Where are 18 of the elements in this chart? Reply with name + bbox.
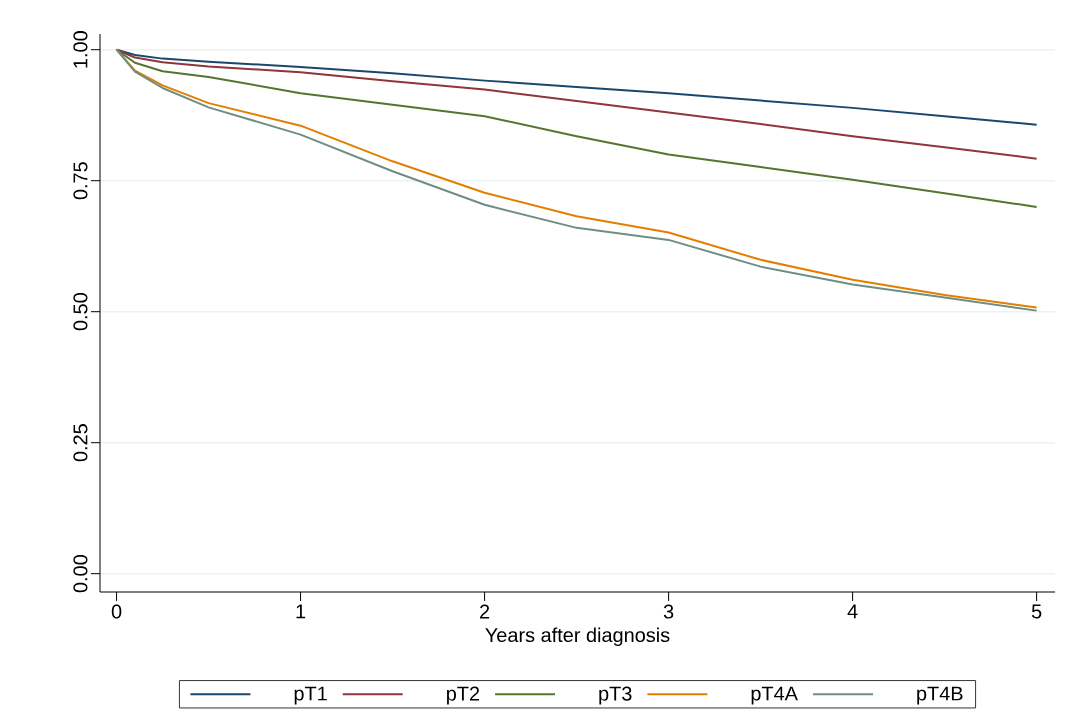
line-series (115, 48, 1038, 160)
y-tick-label: 1.00 (73, 31, 88, 68)
legend-label: pT4A (751, 686, 798, 705)
y-tick-label: 0.50 (73, 293, 88, 331)
x-tick-label: 0 (111, 604, 122, 619)
y-tick-label: 0.75 (73, 162, 88, 200)
legend-label: pT4B (917, 686, 963, 705)
x-tick-label: 2 (480, 604, 490, 619)
x-axis-title: Years after diagnosis (485, 627, 670, 647)
x-tick-label: 4 (847, 604, 858, 619)
legend-label: pT3 (599, 686, 632, 705)
x-tick-label: 3 (663, 604, 674, 619)
y-tick-label: 0.00 (73, 555, 88, 593)
x-tick-label: 5 (1031, 604, 1042, 619)
legend-label: pT2 (447, 686, 480, 705)
legend-label: pT1 (294, 686, 327, 705)
y-tick-label: 0.25 (73, 424, 88, 462)
x-tick-label: 1 (296, 604, 306, 619)
